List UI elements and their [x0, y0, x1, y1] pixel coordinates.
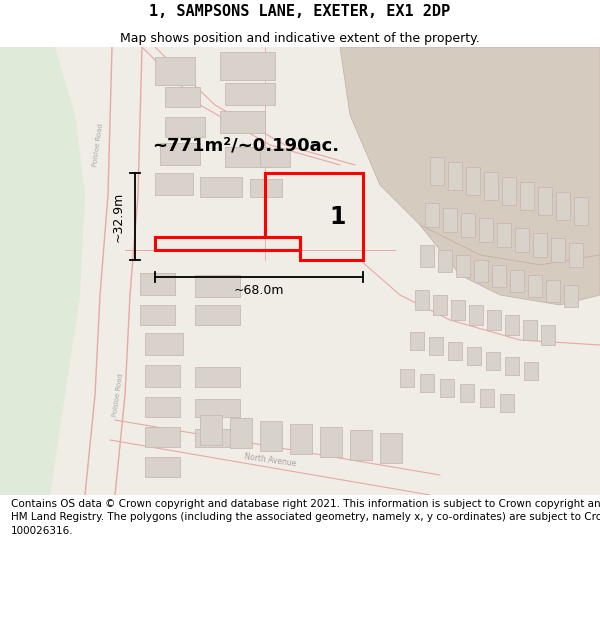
Polygon shape: [320, 427, 342, 457]
Text: Polsloe Road: Polsloe Road: [92, 123, 104, 167]
Polygon shape: [467, 347, 481, 365]
Text: Contains OS data © Crown copyright and database right 2021. This information is : Contains OS data © Crown copyright and d…: [11, 499, 600, 536]
Text: North Avenue: North Avenue: [244, 452, 296, 468]
Polygon shape: [420, 225, 600, 305]
Polygon shape: [200, 415, 222, 445]
Polygon shape: [510, 270, 524, 292]
Polygon shape: [492, 265, 506, 287]
Polygon shape: [541, 325, 555, 345]
Polygon shape: [0, 47, 600, 495]
Text: Polsloe Road: Polsloe Road: [112, 373, 124, 417]
Polygon shape: [469, 305, 483, 325]
Polygon shape: [479, 218, 493, 242]
Polygon shape: [484, 172, 498, 200]
Polygon shape: [250, 179, 282, 197]
Polygon shape: [145, 427, 180, 447]
Polygon shape: [451, 300, 465, 320]
Polygon shape: [569, 243, 583, 267]
Polygon shape: [400, 369, 414, 387]
Text: ~771m²/~0.190ac.: ~771m²/~0.190ac.: [152, 136, 339, 154]
Polygon shape: [443, 208, 457, 232]
Polygon shape: [155, 57, 195, 85]
Polygon shape: [497, 223, 511, 247]
Polygon shape: [145, 457, 180, 477]
Polygon shape: [505, 315, 519, 335]
Polygon shape: [533, 233, 547, 257]
Polygon shape: [145, 365, 180, 387]
Polygon shape: [155, 173, 193, 195]
Polygon shape: [195, 305, 240, 325]
Polygon shape: [145, 333, 183, 355]
Polygon shape: [466, 167, 480, 195]
Polygon shape: [433, 295, 447, 315]
Polygon shape: [340, 47, 600, 265]
Polygon shape: [480, 389, 494, 407]
Polygon shape: [515, 228, 529, 252]
Polygon shape: [225, 147, 270, 167]
Polygon shape: [230, 418, 252, 448]
Polygon shape: [260, 149, 290, 167]
Polygon shape: [502, 177, 516, 205]
Polygon shape: [85, 47, 142, 495]
Polygon shape: [500, 394, 514, 412]
Polygon shape: [460, 384, 474, 402]
Polygon shape: [160, 143, 200, 165]
Polygon shape: [350, 430, 372, 460]
Polygon shape: [456, 255, 470, 277]
Polygon shape: [290, 424, 312, 454]
Polygon shape: [415, 290, 429, 310]
Polygon shape: [448, 162, 462, 190]
Polygon shape: [220, 111, 265, 133]
Polygon shape: [487, 310, 501, 330]
Polygon shape: [225, 83, 275, 105]
Text: 1, SAMPSONS LANE, EXETER, EX1 2DP: 1, SAMPSONS LANE, EXETER, EX1 2DP: [149, 4, 451, 19]
Polygon shape: [528, 275, 542, 297]
Polygon shape: [420, 374, 434, 392]
Polygon shape: [551, 238, 565, 262]
Text: ~32.9m: ~32.9m: [112, 192, 125, 242]
Polygon shape: [524, 362, 538, 380]
Polygon shape: [474, 260, 488, 282]
Polygon shape: [574, 197, 588, 225]
Polygon shape: [380, 433, 402, 463]
Polygon shape: [564, 285, 578, 307]
Polygon shape: [505, 357, 519, 375]
Polygon shape: [195, 399, 240, 417]
Polygon shape: [145, 397, 180, 417]
Polygon shape: [165, 87, 200, 107]
Polygon shape: [0, 47, 85, 495]
Polygon shape: [556, 192, 570, 220]
Polygon shape: [440, 379, 454, 397]
Polygon shape: [438, 250, 452, 272]
Text: 1: 1: [330, 205, 346, 229]
Polygon shape: [410, 332, 424, 350]
Polygon shape: [260, 421, 282, 451]
Polygon shape: [195, 429, 240, 447]
Polygon shape: [486, 352, 500, 370]
Polygon shape: [140, 273, 175, 295]
Polygon shape: [195, 367, 240, 387]
Polygon shape: [429, 337, 443, 355]
Polygon shape: [538, 187, 552, 215]
Text: Map shows position and indicative extent of the property.: Map shows position and indicative extent…: [120, 32, 480, 45]
Polygon shape: [546, 280, 560, 302]
Polygon shape: [220, 52, 275, 80]
Polygon shape: [523, 320, 537, 340]
Text: ~68.0m: ~68.0m: [234, 284, 284, 296]
Polygon shape: [195, 275, 240, 297]
Polygon shape: [140, 305, 175, 325]
Polygon shape: [420, 245, 434, 267]
Polygon shape: [200, 177, 242, 197]
Polygon shape: [430, 157, 444, 185]
Polygon shape: [461, 213, 475, 237]
Polygon shape: [520, 182, 534, 210]
Polygon shape: [448, 342, 462, 360]
Polygon shape: [425, 203, 439, 227]
Polygon shape: [165, 117, 205, 137]
